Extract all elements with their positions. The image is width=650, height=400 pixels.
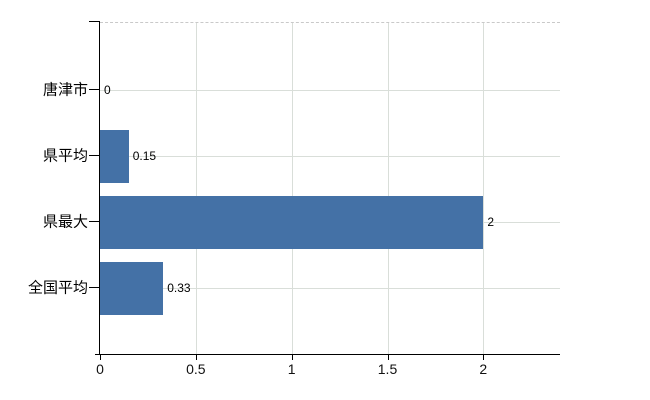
bar[interactable] <box>100 129 129 183</box>
x-axis-tick <box>291 354 293 360</box>
category-label: 全国平均 <box>27 279 88 297</box>
x-axis-tick-label: 1 <box>287 361 296 377</box>
value-label: 2 <box>487 215 495 229</box>
x-axis-tick <box>483 354 485 360</box>
x-axis-tick-label: 2 <box>479 361 488 377</box>
x-axis-tick <box>100 354 101 360</box>
category-label: 県平均 <box>42 147 88 165</box>
vertical-gridline <box>387 23 389 355</box>
y-axis-tick <box>89 155 99 156</box>
y-axis-line <box>99 21 100 354</box>
bar[interactable] <box>100 195 484 249</box>
horizontal-gridline <box>100 288 560 289</box>
vertical-gridline <box>195 23 197 355</box>
value-label: 0.33 <box>167 281 191 295</box>
bar[interactable] <box>100 261 164 315</box>
x-axis-tick <box>195 354 197 360</box>
plot-area: 0 0.15 2 0.33 <box>100 22 560 355</box>
x-axis-tick-label: 0.5 <box>186 361 206 377</box>
vertical-gridline <box>291 23 293 355</box>
y-axis-tick <box>89 221 99 222</box>
value-label: 0 <box>104 83 111 97</box>
x-axis-line <box>95 354 560 355</box>
x-axis-tick-label: 1.5 <box>377 361 398 377</box>
vertical-gridline <box>483 23 485 355</box>
y-axis-tick <box>89 287 99 288</box>
category-label: 唐津市 <box>42 81 88 99</box>
x-axis-tick <box>387 354 389 360</box>
y-axis-tick <box>89 89 99 90</box>
y-axis-tick <box>89 21 99 22</box>
category-label: 県最大 <box>42 213 88 231</box>
horizontal-gridline <box>100 156 560 157</box>
horizontal-gridline <box>100 90 560 91</box>
value-label: 0.15 <box>132 149 157 163</box>
x-axis-tick-label: 0 <box>96 361 104 377</box>
